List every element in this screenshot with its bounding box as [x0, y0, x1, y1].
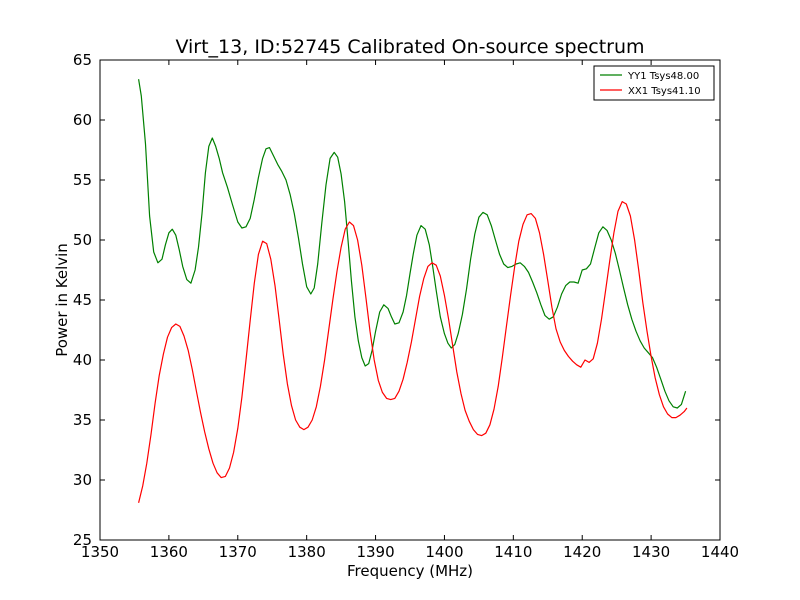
chart-title: Virt_13, ID:52745 Calibrated On-source s…	[175, 36, 644, 58]
x-axis-label: Frequency (MHz)	[347, 562, 473, 580]
x-tick-label: 1400	[425, 543, 463, 561]
x-axis-ticks: 1350 1360 1370 1380 1390 1400 1410 1420 1430 1440	[81, 60, 739, 561]
y-tick-label: 30	[73, 471, 92, 489]
x-tick-label: 1360	[150, 543, 188, 561]
x-tick-label: 1420	[563, 543, 601, 561]
y-tick-label: 40	[73, 351, 92, 369]
y-tick-label: 25	[73, 531, 92, 549]
x-tick-label: 1350	[81, 543, 119, 561]
y-tick-label: 50	[73, 231, 92, 249]
x-tick-label: 1410	[494, 543, 532, 561]
y-axis-ticks: 25 30 35 40 45 50 55 60 65	[73, 51, 720, 549]
legend-box	[593, 65, 715, 101]
series-line-yy1	[138, 79, 687, 409]
x-tick-label: 1390	[356, 543, 394, 561]
y-axis-label: Power in Kelvin	[53, 243, 71, 357]
x-tick-label: 1380	[288, 543, 326, 561]
x-tick-label: 1370	[219, 543, 257, 561]
legend: YY1 Tsys48.00 XX1 Tsys41.10	[593, 65, 715, 101]
y-tick-label: 45	[73, 291, 92, 309]
series-line-xx1	[138, 201, 688, 503]
x-tick-label: 1440	[701, 543, 739, 561]
series-layer	[138, 79, 688, 503]
legend-label-xx1: XX1 Tsys41.10	[628, 86, 701, 97]
y-tick-label: 60	[73, 111, 92, 129]
x-tick-label: 1430	[632, 543, 670, 561]
y-tick-label: 65	[73, 51, 92, 69]
y-tick-label: 35	[73, 411, 92, 429]
y-tick-label: 55	[73, 171, 92, 189]
plot-area: 1350 1360 1370 1380 1390 1400 1410 1420 1430 1440…	[73, 51, 739, 561]
legend-label-yy1: YY1 Tsys48.00	[627, 71, 699, 82]
